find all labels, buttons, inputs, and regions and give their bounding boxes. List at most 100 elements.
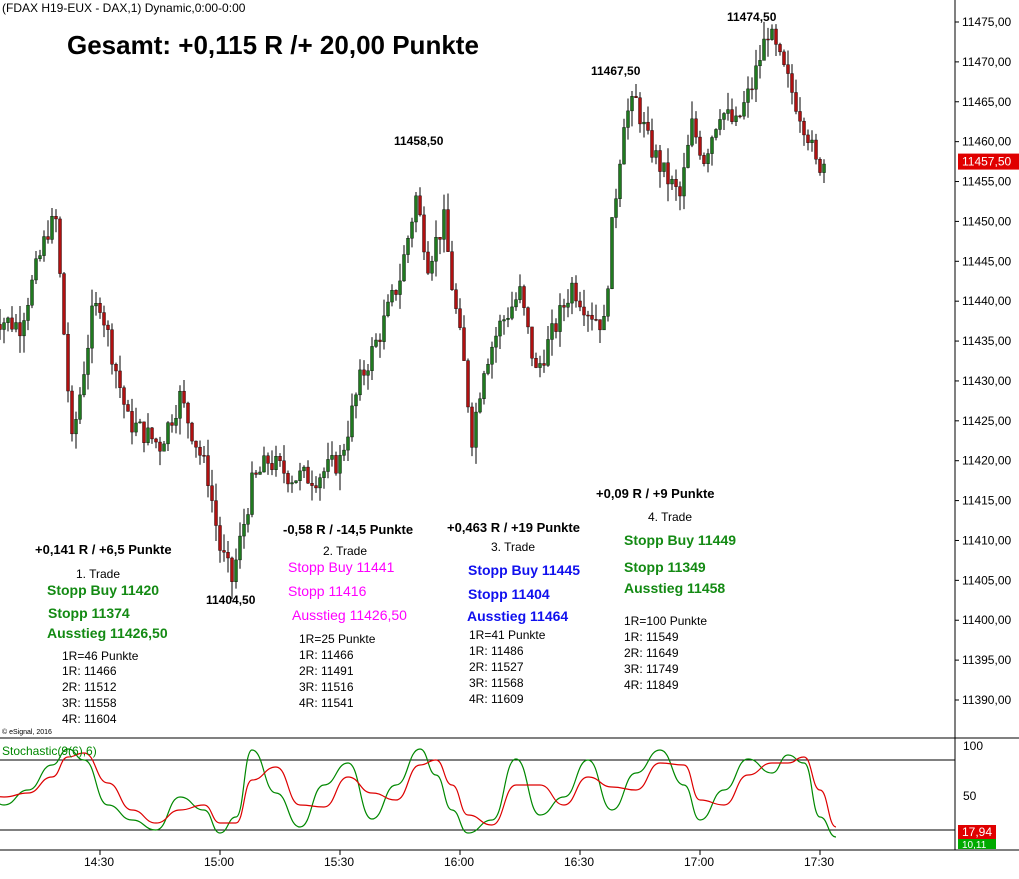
trade-4-entry: Stopp Buy 11449 <box>624 532 736 548</box>
candle-body <box>134 422 138 433</box>
candle-body <box>38 255 42 259</box>
trade-2-stop: Stopp 11416 <box>288 583 367 599</box>
candle-body <box>102 312 106 326</box>
price-tick-label: 11405,00 <box>962 573 1011 587</box>
candle-body <box>150 427 154 440</box>
candle-body <box>726 109 730 114</box>
candle-body <box>298 470 302 481</box>
candle-body <box>690 118 694 146</box>
candle-body <box>662 162 666 172</box>
candle-body <box>114 364 118 372</box>
candle-body <box>630 96 634 112</box>
trade-1-annotation: +0,141 R / +6,5 Punkte 1. Trade Stopp Bu… <box>35 542 172 726</box>
candle-body <box>390 290 394 303</box>
candle-body <box>414 195 418 223</box>
candle-body <box>686 144 690 168</box>
candle-body <box>270 463 274 470</box>
price-tick-label: 11440,00 <box>962 294 1011 308</box>
candle-body <box>394 290 398 295</box>
candle-body <box>210 485 214 501</box>
candle-body <box>618 163 622 199</box>
candle-body <box>518 286 522 300</box>
trade-2-level: 3R: 11516 <box>299 680 354 694</box>
trade-3-exit: Ausstieg 11464 <box>467 608 568 624</box>
candle-body <box>398 280 402 295</box>
candle-body <box>458 308 462 328</box>
candle-body <box>406 238 410 255</box>
candle-body <box>646 121 650 131</box>
price-tick-label: 11425,00 <box>962 414 1011 428</box>
candle-body <box>402 254 406 282</box>
candle-body <box>778 44 782 53</box>
candle-body <box>154 438 158 443</box>
candle-body <box>82 374 86 396</box>
candle-body <box>378 339 382 342</box>
trade-1-exit: Ausstieg 11426,50 <box>47 625 168 641</box>
candle-body <box>478 398 482 413</box>
candle-body <box>642 121 646 125</box>
candle-body <box>282 460 286 474</box>
candle-body <box>614 198 618 218</box>
candle-body <box>274 456 278 470</box>
candle-body <box>6 317 10 323</box>
candle-body <box>678 186 682 197</box>
candle-body <box>254 472 258 475</box>
high-price-label-2: 11467,50 <box>591 64 641 78</box>
candle-body <box>506 317 510 320</box>
candle-body <box>294 480 298 483</box>
candle-body <box>742 102 746 117</box>
candle-body <box>714 129 718 138</box>
candle-body <box>66 334 70 392</box>
candlestick-series <box>0 21 826 599</box>
candle-body <box>306 466 310 484</box>
candle-body <box>674 179 678 187</box>
candle-body <box>78 394 82 420</box>
trade-3-title: 3. Trade <box>491 540 535 554</box>
candle-body <box>382 315 386 342</box>
candle-body <box>650 130 654 158</box>
candle-body <box>366 370 370 376</box>
trade-3-level: 1R: 11486 <box>469 644 524 658</box>
candle-body <box>198 446 202 456</box>
candle-body <box>442 209 446 240</box>
candle-body <box>266 455 270 464</box>
trade-2-result: -0,58 R / -14,5 Punkte <box>283 522 413 537</box>
candle-body <box>654 150 658 158</box>
candle-body <box>698 136 702 156</box>
candle-body <box>746 88 750 103</box>
time-tick-label: 17:00 <box>684 855 714 869</box>
candle-body <box>822 163 826 173</box>
candle-body <box>606 288 610 317</box>
trade-2-level: 1R=25 Punkte <box>299 632 376 646</box>
trade-1-level: 1R: 11466 <box>62 664 117 678</box>
candle-body <box>86 347 90 375</box>
candle-body <box>174 418 178 426</box>
candle-body <box>346 436 350 451</box>
candle-body <box>302 466 306 472</box>
candle-body <box>474 411 478 448</box>
trade-4-level: 2R: 11649 <box>624 646 679 660</box>
price-tick-label: 11435,00 <box>962 334 1011 348</box>
candle-body <box>738 115 742 118</box>
candle-body <box>238 535 242 561</box>
stoch-k-line <box>0 748 837 838</box>
candle-body <box>590 314 594 320</box>
candle-body <box>810 139 814 143</box>
candle-body <box>558 305 562 332</box>
candle-body <box>466 360 470 408</box>
trade-2-level: 4R: 11541 <box>299 696 354 710</box>
trade-2-entry: Stopp Buy 11441 <box>288 559 395 575</box>
candle-body <box>730 109 734 122</box>
candle-body <box>186 402 190 424</box>
candle-body <box>118 370 122 388</box>
candle-body <box>54 216 58 220</box>
candle-body <box>526 307 530 328</box>
candle-body <box>794 92 798 112</box>
candle-body <box>386 301 390 317</box>
candle-body <box>334 455 338 474</box>
price-tick-label: 11400,00 <box>962 613 1011 627</box>
candle-body <box>514 299 518 308</box>
candle-body <box>570 282 574 304</box>
stoch-k-value: 10,11 <box>962 840 987 851</box>
